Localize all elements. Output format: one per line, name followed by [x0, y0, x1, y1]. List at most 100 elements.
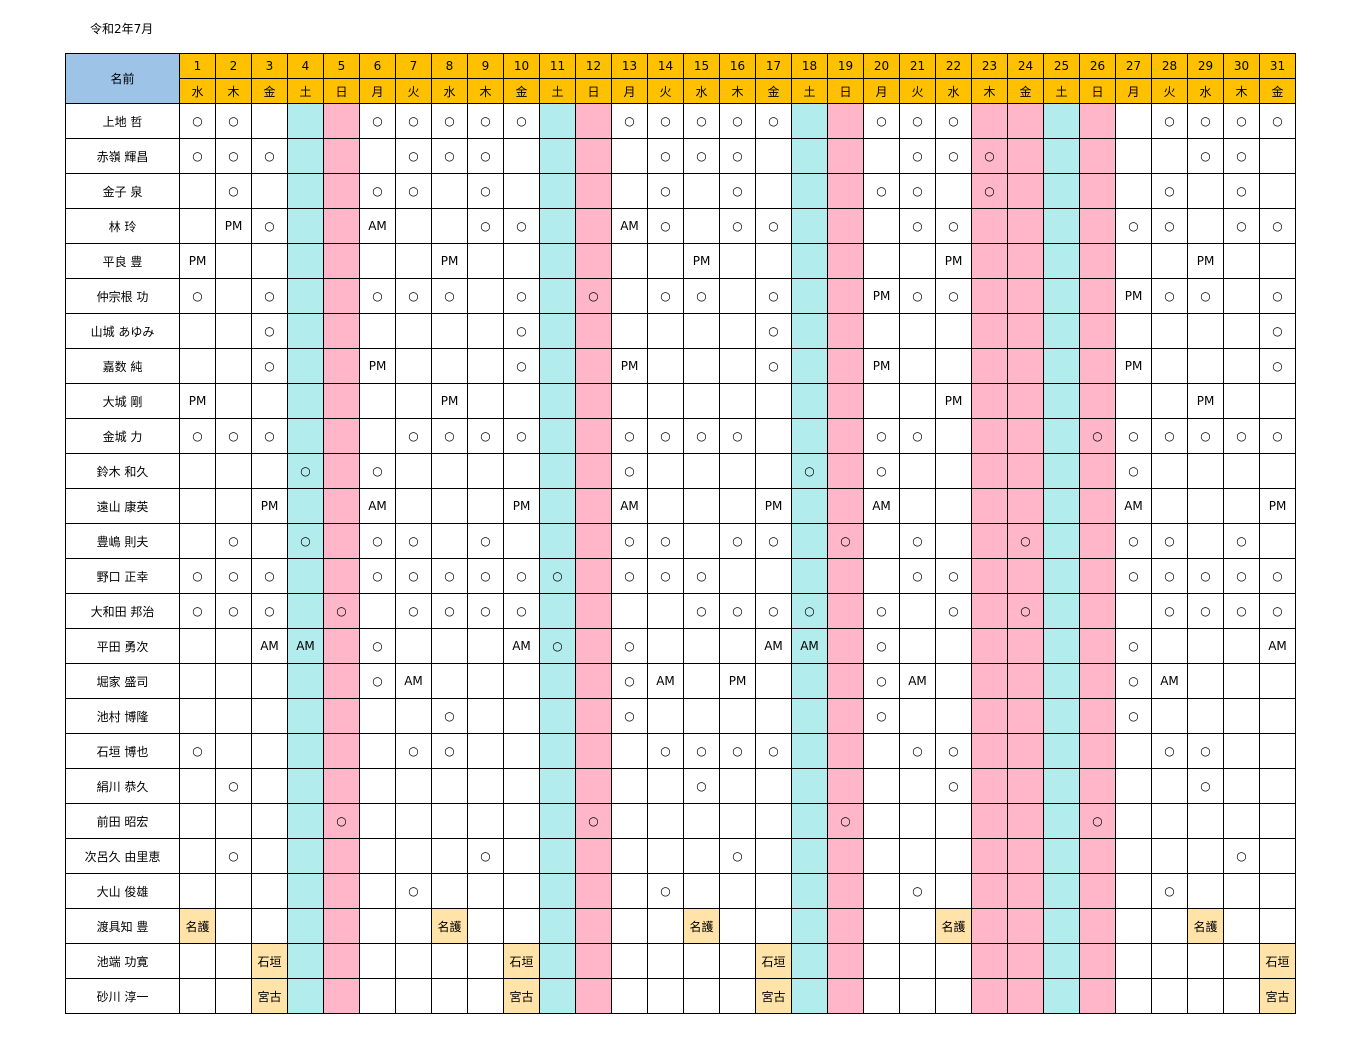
- schedule-cell[interactable]: [575, 243, 612, 279]
- schedule-cell[interactable]: [395, 628, 432, 664]
- schedule-cell[interactable]: [359, 383, 396, 419]
- schedule-cell[interactable]: ○: [575, 278, 612, 314]
- schedule-cell[interactable]: [287, 803, 324, 839]
- schedule-cell[interactable]: [863, 768, 900, 804]
- schedule-cell[interactable]: ○: [359, 558, 396, 594]
- schedule-cell[interactable]: [611, 908, 648, 944]
- schedule-cell[interactable]: ○: [899, 173, 936, 209]
- schedule-cell[interactable]: ○: [1187, 278, 1224, 314]
- schedule-cell[interactable]: ○: [1223, 418, 1260, 454]
- schedule-cell[interactable]: [503, 138, 540, 174]
- schedule-cell[interactable]: AM: [287, 628, 324, 664]
- schedule-cell[interactable]: [683, 383, 720, 419]
- schedule-cell[interactable]: [1115, 243, 1152, 279]
- schedule-cell[interactable]: [215, 908, 252, 944]
- schedule-cell[interactable]: [575, 208, 612, 244]
- schedule-cell[interactable]: ○: [647, 278, 684, 314]
- schedule-cell[interactable]: [899, 768, 936, 804]
- schedule-cell[interactable]: PM: [863, 348, 900, 384]
- schedule-cell[interactable]: [1079, 278, 1116, 314]
- schedule-cell[interactable]: 石垣: [251, 943, 288, 979]
- schedule-cell[interactable]: 宮古: [1259, 978, 1296, 1014]
- schedule-cell[interactable]: [359, 768, 396, 804]
- schedule-cell[interactable]: [503, 838, 540, 874]
- schedule-cell[interactable]: ○: [215, 558, 252, 594]
- schedule-cell[interactable]: [179, 173, 216, 209]
- schedule-cell[interactable]: [1043, 978, 1080, 1014]
- schedule-cell[interactable]: [971, 593, 1008, 629]
- schedule-cell[interactable]: ○: [395, 278, 432, 314]
- schedule-cell[interactable]: [575, 418, 612, 454]
- schedule-cell[interactable]: [1223, 243, 1260, 279]
- schedule-cell[interactable]: ○: [1079, 803, 1116, 839]
- schedule-cell[interactable]: [1223, 768, 1260, 804]
- schedule-cell[interactable]: [1223, 278, 1260, 314]
- schedule-cell[interactable]: [503, 768, 540, 804]
- schedule-cell[interactable]: [323, 523, 360, 559]
- schedule-cell[interactable]: [395, 208, 432, 244]
- schedule-cell[interactable]: [1223, 698, 1260, 734]
- schedule-cell[interactable]: [971, 208, 1008, 244]
- schedule-cell[interactable]: [755, 803, 792, 839]
- schedule-cell[interactable]: [323, 453, 360, 489]
- schedule-cell[interactable]: [791, 488, 828, 524]
- schedule-cell[interactable]: ○: [467, 173, 504, 209]
- schedule-cell[interactable]: [179, 838, 216, 874]
- schedule-cell[interactable]: [1187, 943, 1224, 979]
- schedule-cell[interactable]: [539, 698, 576, 734]
- schedule-cell[interactable]: ○: [251, 313, 288, 349]
- schedule-cell[interactable]: [611, 943, 648, 979]
- schedule-cell[interactable]: [1187, 173, 1224, 209]
- schedule-cell[interactable]: [935, 453, 972, 489]
- schedule-cell[interactable]: [971, 313, 1008, 349]
- schedule-cell[interactable]: [719, 628, 756, 664]
- schedule-cell[interactable]: ○: [1007, 523, 1044, 559]
- schedule-cell[interactable]: [1043, 768, 1080, 804]
- schedule-cell[interactable]: [683, 873, 720, 909]
- schedule-cell[interactable]: ○: [467, 418, 504, 454]
- schedule-cell[interactable]: ○: [215, 523, 252, 559]
- schedule-cell[interactable]: ○: [1187, 103, 1224, 139]
- schedule-cell[interactable]: PM: [215, 208, 252, 244]
- schedule-cell[interactable]: [359, 313, 396, 349]
- schedule-cell[interactable]: 名護: [935, 908, 972, 944]
- schedule-cell[interactable]: ○: [395, 873, 432, 909]
- schedule-cell[interactable]: [1043, 873, 1080, 909]
- schedule-cell[interactable]: [899, 803, 936, 839]
- schedule-cell[interactable]: [1043, 523, 1080, 559]
- schedule-cell[interactable]: [431, 208, 468, 244]
- schedule-cell[interactable]: [395, 803, 432, 839]
- schedule-cell[interactable]: [467, 978, 504, 1014]
- schedule-cell[interactable]: [179, 978, 216, 1014]
- schedule-cell[interactable]: [503, 453, 540, 489]
- schedule-cell[interactable]: [1115, 383, 1152, 419]
- schedule-cell[interactable]: ○: [899, 138, 936, 174]
- schedule-cell[interactable]: [611, 978, 648, 1014]
- schedule-cell[interactable]: [935, 873, 972, 909]
- schedule-cell[interactable]: [647, 453, 684, 489]
- schedule-cell[interactable]: [827, 628, 864, 664]
- schedule-cell[interactable]: ○: [611, 453, 648, 489]
- schedule-cell[interactable]: [1007, 698, 1044, 734]
- schedule-cell[interactable]: AM: [791, 628, 828, 664]
- schedule-cell[interactable]: [431, 943, 468, 979]
- schedule-cell[interactable]: ○: [1187, 138, 1224, 174]
- schedule-cell[interactable]: ○: [791, 453, 828, 489]
- schedule-cell[interactable]: ○: [179, 733, 216, 769]
- schedule-cell[interactable]: [791, 138, 828, 174]
- schedule-cell[interactable]: [539, 208, 576, 244]
- schedule-cell[interactable]: [431, 803, 468, 839]
- schedule-cell[interactable]: ○: [647, 173, 684, 209]
- schedule-cell[interactable]: [215, 873, 252, 909]
- schedule-cell[interactable]: [431, 628, 468, 664]
- schedule-cell[interactable]: [899, 243, 936, 279]
- schedule-cell[interactable]: [539, 593, 576, 629]
- schedule-cell[interactable]: [971, 278, 1008, 314]
- schedule-cell[interactable]: [683, 663, 720, 699]
- schedule-cell[interactable]: ○: [395, 103, 432, 139]
- schedule-cell[interactable]: [1223, 943, 1260, 979]
- schedule-cell[interactable]: ○: [1115, 628, 1152, 664]
- schedule-cell[interactable]: ○: [395, 733, 432, 769]
- schedule-cell[interactable]: ○: [755, 593, 792, 629]
- schedule-cell[interactable]: [971, 348, 1008, 384]
